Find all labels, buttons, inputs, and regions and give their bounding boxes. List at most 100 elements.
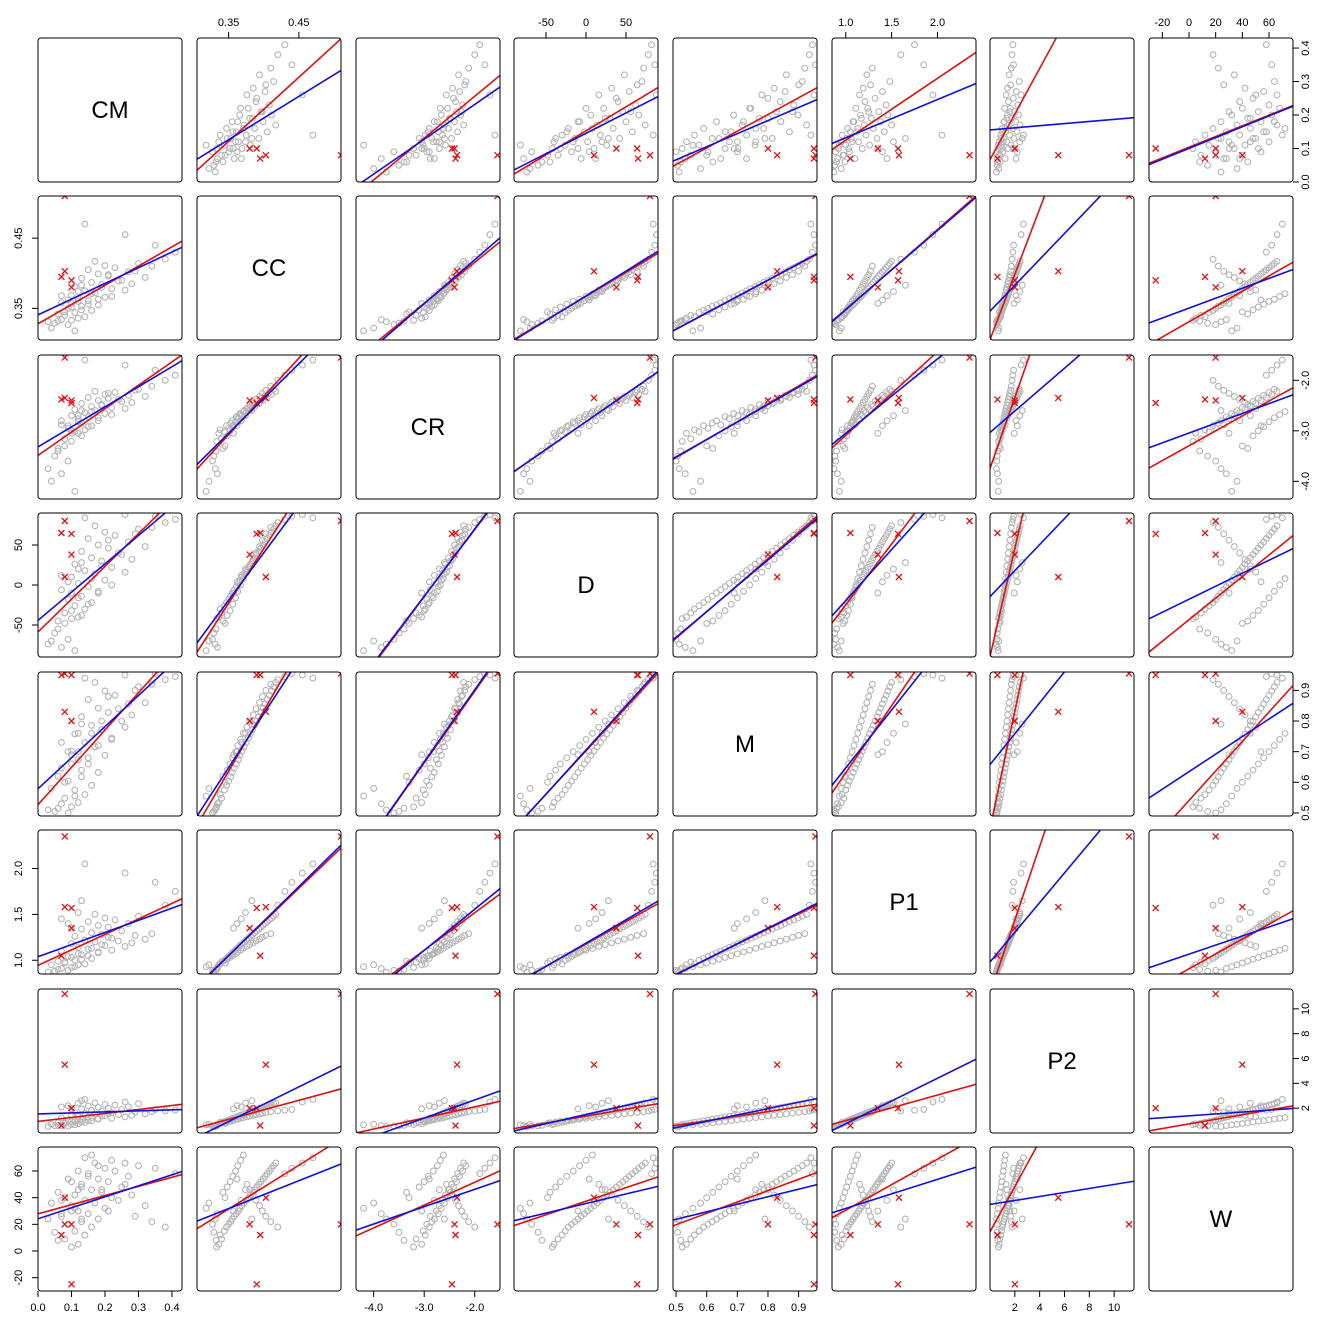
outlier-point	[262, 1194, 270, 1202]
data-point	[227, 773, 235, 781]
data-point	[433, 118, 441, 126]
data-point	[888, 1159, 896, 1167]
data-point	[424, 300, 432, 308]
data-point	[1246, 909, 1254, 916]
data-point	[114, 705, 122, 713]
data-point	[883, 292, 891, 300]
outlier-point	[1212, 196, 1220, 200]
panel-frame	[989, 671, 1135, 817]
data-point	[538, 1236, 546, 1244]
data-point	[461, 530, 469, 538]
data-point	[681, 1210, 689, 1218]
data-point	[1017, 869, 1025, 877]
data-point	[598, 138, 606, 146]
data-point	[1262, 128, 1270, 136]
data-point	[121, 672, 129, 679]
data-point	[64, 809, 72, 816]
data-point	[888, 522, 896, 530]
data-point	[709, 957, 717, 965]
data-point	[1257, 920, 1265, 928]
data-point	[874, 1207, 882, 1215]
data-point	[219, 445, 227, 452]
data-point	[598, 909, 606, 916]
panel-frame	[831, 512, 977, 658]
data-point	[426, 155, 434, 163]
data-point	[1222, 316, 1230, 324]
data-point	[121, 231, 129, 239]
data-point	[689, 141, 697, 149]
outlier-point	[590, 151, 598, 159]
panel-P1-vs-CR	[355, 829, 501, 975]
data-point	[845, 148, 853, 156]
data-point	[834, 155, 841, 163]
data-point	[111, 388, 119, 396]
data-point	[721, 128, 729, 136]
data-point	[459, 101, 467, 109]
data-point	[564, 124, 572, 132]
data-point	[1244, 445, 1252, 452]
tick-label-CR: -2.0	[465, 1302, 484, 1314]
fit-line-blue	[385, 672, 489, 816]
fit-line-red	[197, 513, 288, 653]
data-point	[1004, 549, 1012, 557]
data-point	[781, 1172, 789, 1180]
data-point	[1192, 961, 1200, 969]
data-point	[746, 104, 754, 112]
data-point	[516, 487, 524, 495]
outlier-point	[61, 1194, 69, 1202]
data-point	[111, 691, 119, 699]
data-point	[81, 791, 89, 799]
data-point	[94, 1162, 102, 1170]
data-point	[248, 1097, 256, 1105]
data-point	[108, 1114, 116, 1122]
panel-M-vs-D	[513, 671, 659, 817]
data-point	[432, 138, 440, 146]
panel-frame	[513, 512, 659, 658]
outlier-point	[451, 1220, 458, 1228]
panel-W-vs-CR	[355, 1146, 501, 1292]
data-point	[1204, 629, 1212, 637]
panel-frame	[196, 195, 342, 341]
tick-label-P2: 6	[1300, 1055, 1312, 1061]
data-point	[528, 1220, 536, 1228]
data-point	[598, 729, 606, 737]
data-point	[220, 1227, 228, 1235]
data-point	[798, 912, 806, 920]
data-point	[281, 1170, 289, 1178]
data-point	[1246, 288, 1254, 295]
data-point	[274, 676, 282, 684]
data-point	[121, 286, 129, 294]
outlier-point	[452, 952, 459, 960]
data-point	[850, 742, 858, 749]
data-point	[298, 513, 306, 519]
data-point	[845, 145, 852, 152]
data-point	[614, 937, 622, 945]
data-point	[68, 924, 75, 932]
data-point	[481, 241, 489, 249]
data-point	[1205, 786, 1213, 794]
data-point	[856, 111, 864, 119]
data-point	[552, 135, 560, 142]
data-point	[88, 1223, 96, 1231]
data-point	[223, 1183, 231, 1191]
panel-CM-vs-CM: CM	[37, 37, 183, 183]
data-point	[91, 678, 99, 686]
data-point	[1260, 754, 1268, 762]
tick-label-W: 40	[1236, 17, 1248, 29]
data-point	[1006, 389, 1014, 397]
data-point	[202, 141, 210, 149]
data-point	[1209, 124, 1217, 132]
data-point	[1268, 61, 1276, 69]
data-point	[854, 290, 862, 298]
data-point	[730, 145, 738, 152]
data-point	[1217, 559, 1225, 567]
outlier-point	[590, 903, 598, 911]
data-point	[1008, 51, 1016, 59]
data-point	[625, 700, 633, 708]
data-point	[592, 417, 600, 425]
data-point	[867, 81, 874, 89]
outlier-point	[452, 1122, 459, 1130]
data-point	[807, 131, 815, 139]
data-point	[57, 470, 65, 478]
outlier-point	[246, 551, 254, 559]
